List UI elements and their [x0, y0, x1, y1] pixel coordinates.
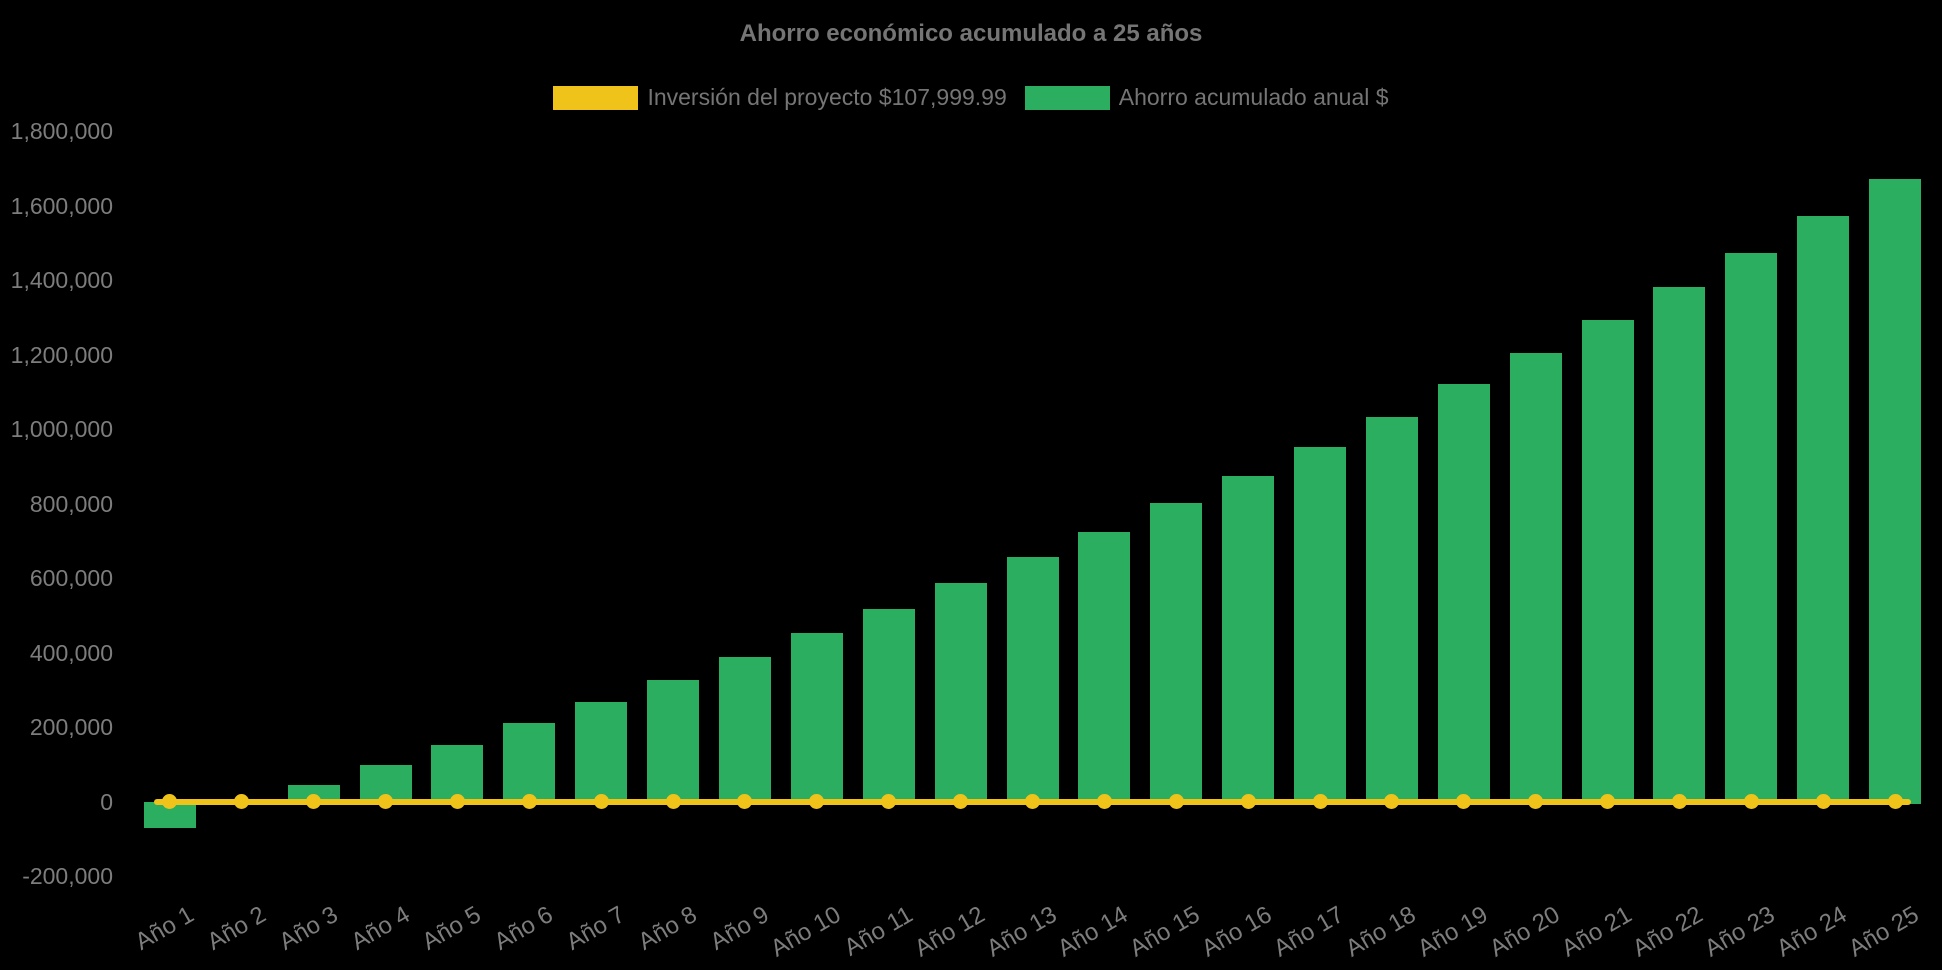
y-axis-tick-label: 1,200,000 — [10, 341, 113, 368]
bar-año-24 — [1797, 215, 1850, 805]
bar-año-8 — [647, 680, 700, 805]
bar-año-19 — [1437, 383, 1490, 805]
y-axis-tick-label: 600,000 — [29, 565, 113, 591]
chart-title: Ahorro económico acumulado a 25 años — [739, 20, 1203, 47]
y-axis-tick-label: 0 — [100, 788, 113, 815]
bar-año-17 — [1294, 446, 1347, 805]
investment-line-dot — [737, 794, 753, 809]
investment-line-dot — [1887, 794, 1903, 809]
y-axis-tick-label: 400,000 — [29, 639, 113, 666]
investment-line-dot — [378, 794, 394, 809]
bar-año-22 — [1653, 286, 1706, 805]
investment-line-dot — [1025, 794, 1040, 809]
investment-line-dot — [521, 794, 537, 809]
investment-line-dot — [449, 794, 465, 809]
legend-label-ahorro: Ahorro acumulado anual $ — [1118, 84, 1389, 110]
y-axis-tick-label: 1,000,000 — [10, 416, 113, 442]
legend: Inversión del proyecto $107,999.99 Ahorr… — [0, 84, 1942, 111]
y-axis-tick-label: 200,000 — [29, 714, 113, 740]
bar-año-23 — [1725, 252, 1778, 805]
bar-año-10 — [790, 632, 843, 805]
bar-año-16 — [1222, 475, 1275, 805]
investment-line-dot — [1528, 794, 1544, 809]
investment-line-dot — [953, 794, 969, 809]
legend-swatch-inversion — [553, 85, 639, 110]
investment-line-dot — [234, 794, 250, 809]
bar-año-7 — [575, 702, 628, 805]
y-axis-tick-label: 1,400,000 — [10, 267, 113, 293]
y-axis-tick-label: -200,000 — [22, 863, 113, 889]
investment-line-dot — [1312, 794, 1328, 809]
investment-line-dot — [1743, 794, 1759, 809]
bar-año-13 — [1006, 556, 1059, 805]
investment-line-dot — [593, 794, 609, 809]
investment-line-dot — [162, 794, 178, 809]
legend-label-inversion: Inversión del proyecto $107,999.99 — [647, 84, 1007, 110]
bar-año-14 — [1078, 531, 1131, 805]
bar-año-9 — [718, 656, 771, 805]
legend-item-inversion[interactable]: Inversión del proyecto $107,999.99 — [553, 84, 1007, 111]
bar-año-25 — [1869, 178, 1922, 805]
bar-año-12 — [934, 583, 987, 805]
bar-año-11 — [862, 608, 915, 805]
investment-line-dot — [1600, 794, 1616, 809]
legend-item-ahorro[interactable]: Ahorro acumulado anual $ — [1024, 84, 1389, 111]
investment-line-dot — [809, 794, 825, 809]
legend-swatch-ahorro — [1024, 85, 1110, 110]
investment-line-dot — [1240, 794, 1256, 809]
bar-año-6 — [503, 723, 556, 805]
investment-line-dot — [1671, 794, 1687, 809]
investment-line-dot — [1096, 794, 1112, 809]
bar-año-15 — [1150, 502, 1203, 805]
investment-line-dot — [1815, 794, 1831, 809]
y-axis-tick-label: 800,000 — [29, 490, 113, 517]
investment-line-dot — [665, 794, 681, 809]
investment-line-dot — [1168, 794, 1184, 809]
bar-año-20 — [1509, 353, 1562, 805]
investment-line-dot — [306, 794, 322, 809]
investment-line-dot — [1384, 794, 1400, 809]
investment-line-dot — [881, 794, 897, 809]
bar-año-21 — [1581, 319, 1634, 805]
y-axis-tick-label: 1,800,000 — [10, 118, 113, 144]
y-axis-tick-label: 1,600,000 — [10, 192, 113, 219]
bar-año-18 — [1365, 416, 1418, 805]
investment-line-dot — [1456, 794, 1472, 809]
